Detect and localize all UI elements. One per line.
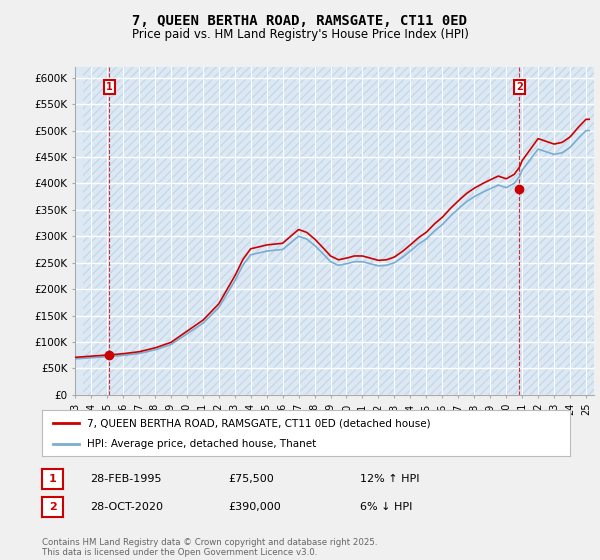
Text: HPI: Average price, detached house, Thanet: HPI: Average price, detached house, Than… [87,438,316,449]
Text: Contains HM Land Registry data © Crown copyright and database right 2025.
This d: Contains HM Land Registry data © Crown c… [42,538,377,557]
Text: 7, QUEEN BERTHA ROAD, RAMSGATE, CT11 0ED (detached house): 7, QUEEN BERTHA ROAD, RAMSGATE, CT11 0ED… [87,418,431,428]
Text: 28-OCT-2020: 28-OCT-2020 [90,502,163,512]
Text: 1: 1 [106,82,113,92]
Text: 2: 2 [49,502,56,512]
Text: 28-FEB-1995: 28-FEB-1995 [90,474,161,484]
Text: Price paid vs. HM Land Registry's House Price Index (HPI): Price paid vs. HM Land Registry's House … [131,28,469,41]
Text: 2: 2 [516,82,523,92]
Text: 12% ↑ HPI: 12% ↑ HPI [360,474,419,484]
Text: 6% ↓ HPI: 6% ↓ HPI [360,502,412,512]
Text: £390,000: £390,000 [228,502,281,512]
Text: 1: 1 [49,474,56,484]
Text: £75,500: £75,500 [228,474,274,484]
Text: 7, QUEEN BERTHA ROAD, RAMSGATE, CT11 0ED: 7, QUEEN BERTHA ROAD, RAMSGATE, CT11 0ED [133,14,467,28]
